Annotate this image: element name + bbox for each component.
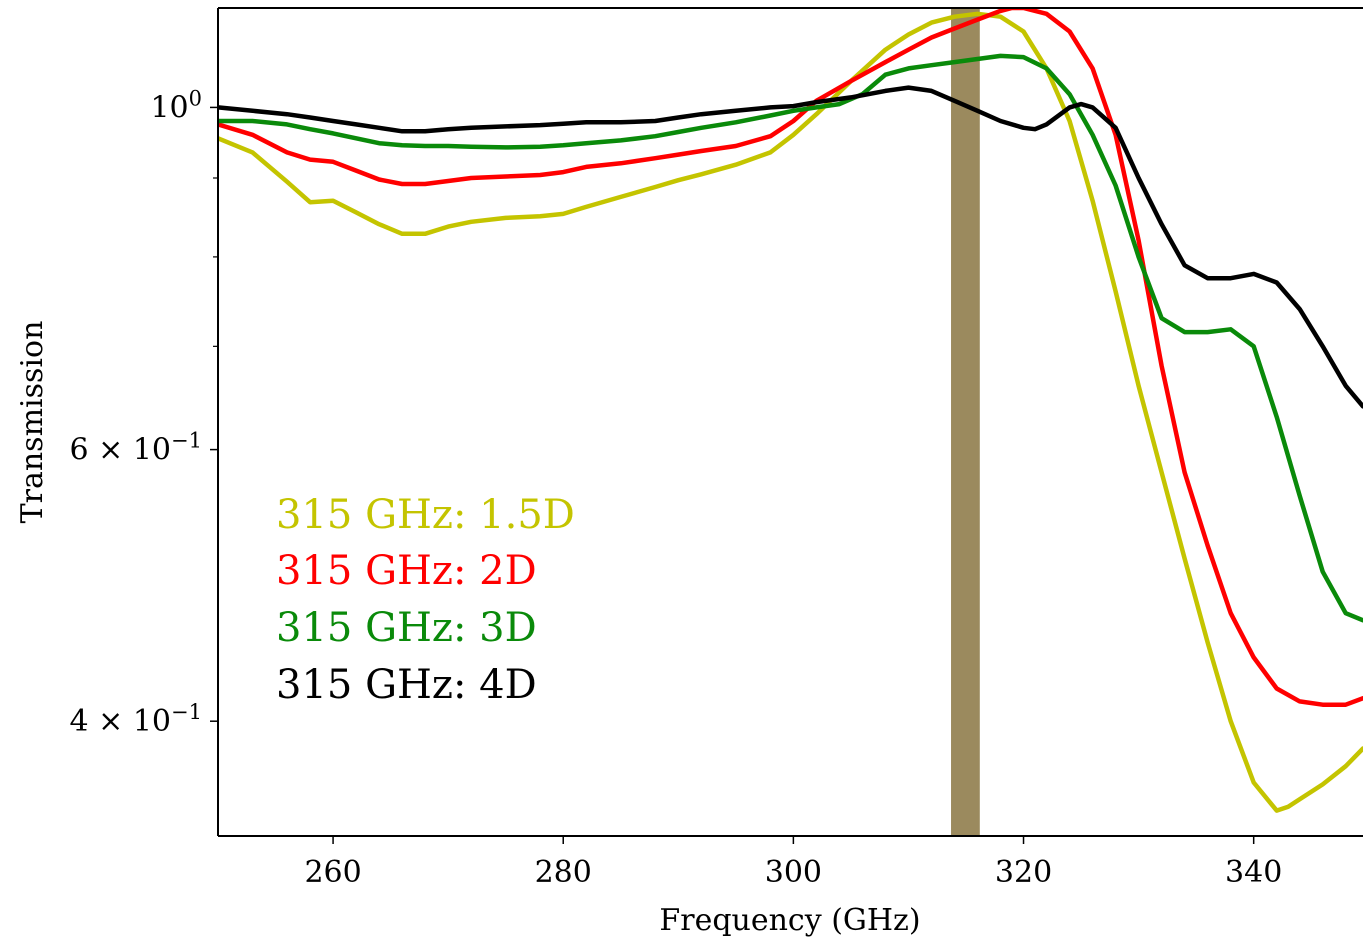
series-layer xyxy=(218,8,1363,813)
series-line xyxy=(218,8,1363,707)
shaded-band-layer xyxy=(951,8,980,836)
series-line xyxy=(218,53,1363,623)
axis-labels-layer: Frequency (GHz) Transmission xyxy=(15,321,921,938)
x-tick-label: 280 xyxy=(535,855,592,890)
y-axis-label: Transmission xyxy=(15,321,50,524)
x-axis-label: Frequency (GHz) xyxy=(659,903,920,938)
axes-layer xyxy=(217,7,1363,837)
y-tick-label: 100 xyxy=(150,86,202,125)
shaded-band xyxy=(951,8,980,836)
y-tick-label: 4 × 10−1 xyxy=(70,700,202,739)
ticks-layer: 260 280 300 320 340 100 6 × 10−1 4 × 10−1 xyxy=(70,86,1283,890)
legend-entry: 315 GHz: 1.5D xyxy=(276,492,575,538)
x-tick-label: 260 xyxy=(304,855,361,890)
x-tick-label: 340 xyxy=(1225,855,1282,890)
legend-entry: 315 GHz: 4D xyxy=(276,662,537,708)
x-tick-label: 320 xyxy=(995,855,1052,890)
y-tick-label: 6 × 10−1 xyxy=(70,429,202,468)
legend-entry: 315 GHz: 2D xyxy=(276,548,537,594)
series-line xyxy=(218,85,1363,409)
legend-entry: 315 GHz: 3D xyxy=(276,605,537,651)
legend: 315 GHz: 1.5D 315 GHz: 2D 315 GHz: 3D 31… xyxy=(276,492,575,708)
x-tick-label: 300 xyxy=(765,855,822,890)
